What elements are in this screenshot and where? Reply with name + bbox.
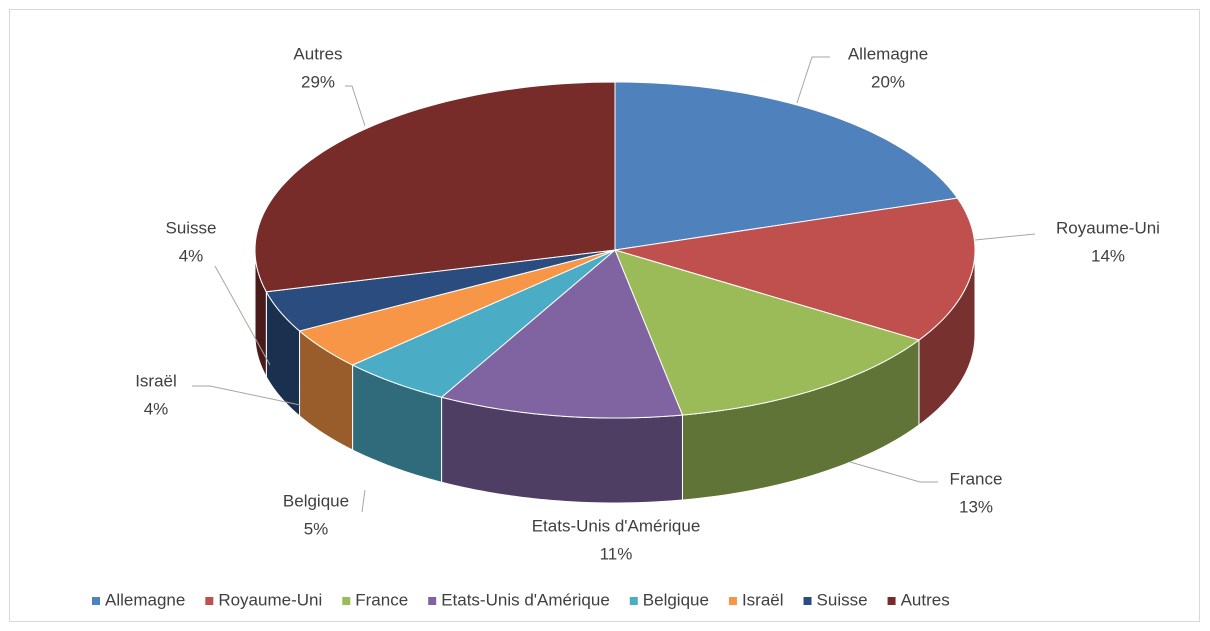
legend-swatch <box>428 597 437 605</box>
data-label-name: Suisse <box>165 218 216 237</box>
legend-swatch <box>887 597 896 605</box>
data-label-value: 20% <box>871 72 905 91</box>
legend-label: France <box>355 590 408 609</box>
slice <box>254 81 616 293</box>
legend-swatch <box>205 597 214 605</box>
data-label-value: 4% <box>144 399 169 418</box>
legend-label: Etats-Unis d'Amérique <box>441 590 610 609</box>
leader-line <box>796 56 830 104</box>
legend-label: Allemagne <box>105 590 185 609</box>
legend-swatch <box>629 597 638 605</box>
slice <box>440 249 684 419</box>
leader-line <box>849 461 938 483</box>
data-label-value: 14% <box>1091 246 1125 265</box>
leader-line <box>361 489 366 513</box>
data-label-value: 13% <box>959 497 993 516</box>
data-label-name: Allemagne <box>848 44 928 63</box>
data-label-name: Royaume-Uni <box>1056 218 1160 237</box>
legend-label: Suisse <box>817 590 868 609</box>
legend-swatch <box>92 597 100 605</box>
data-label-name: Autres <box>293 44 342 63</box>
legend-label: Belgique <box>643 590 709 609</box>
data-label-name: Etats-Unis d'Amérique <box>532 516 701 535</box>
leader-line <box>345 85 366 127</box>
slice <box>614 249 921 416</box>
data-label-value: 5% <box>304 519 329 538</box>
slice <box>614 81 959 251</box>
legend-label: Israël <box>742 590 784 609</box>
leader-line <box>214 265 271 366</box>
leader-line <box>974 233 1036 241</box>
slice <box>351 249 616 398</box>
data-label-name: Israël <box>135 371 177 390</box>
legend-label: Royaume-Uni <box>218 590 322 609</box>
slice <box>614 197 976 341</box>
slice <box>265 249 616 332</box>
data-label-value: 11% <box>600 544 633 563</box>
leader-line <box>192 385 301 406</box>
data-label-value: 4% <box>179 246 204 265</box>
legend-swatch <box>342 597 351 605</box>
data-label-name: Belgique <box>283 491 349 510</box>
data-label-name: France <box>950 469 1003 488</box>
legend-swatch <box>728 597 737 605</box>
legend-label: Autres <box>901 590 950 609</box>
legend-swatch <box>803 597 812 605</box>
slice <box>298 249 616 366</box>
data-label-value: 29% <box>301 72 335 91</box>
